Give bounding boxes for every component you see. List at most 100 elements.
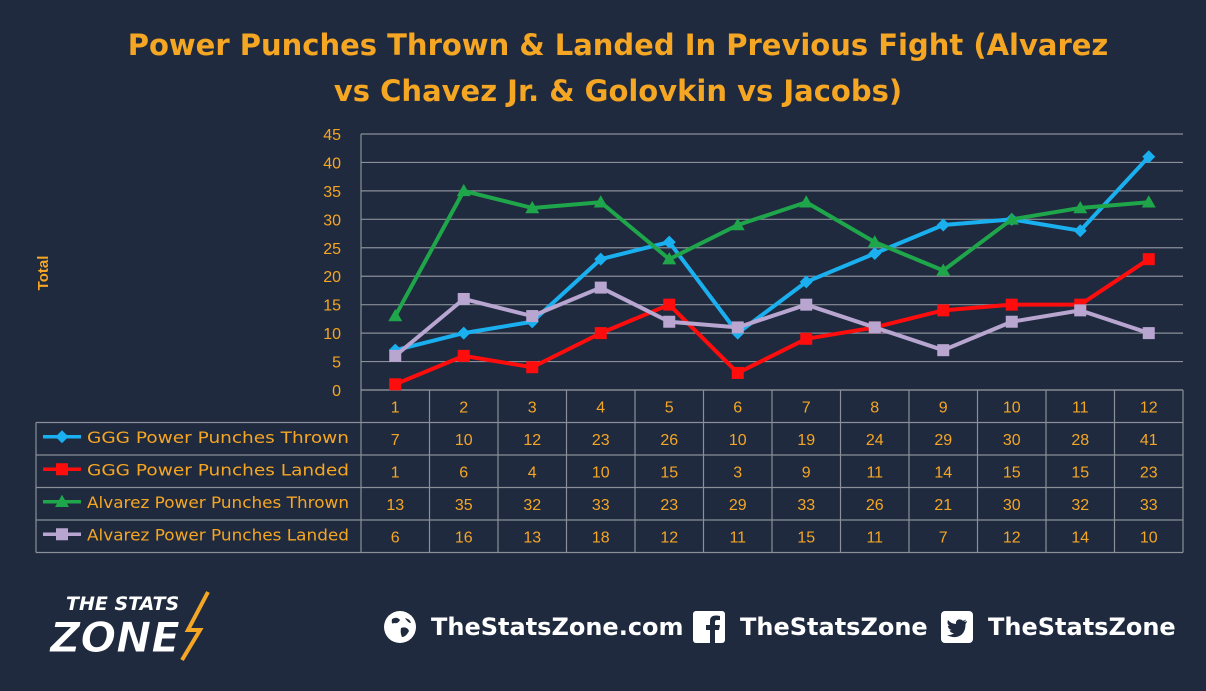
x-tick-label: 5 bbox=[665, 399, 674, 416]
series-line bbox=[393, 188, 1149, 318]
data-point bbox=[1142, 327, 1155, 340]
x-tick-label: 4 bbox=[596, 399, 605, 416]
legend-key-marker bbox=[55, 430, 69, 444]
table-cell-value: 26 bbox=[660, 432, 678, 449]
data-point bbox=[526, 310, 539, 323]
x-tick-label: 12 bbox=[1140, 399, 1158, 416]
data-point bbox=[1073, 224, 1087, 238]
data-point bbox=[730, 218, 745, 231]
data-point bbox=[867, 235, 882, 248]
table-cell-value: 14 bbox=[934, 464, 952, 481]
data-point bbox=[663, 298, 676, 311]
table-cell-value: 41 bbox=[1140, 432, 1158, 449]
series-line bbox=[394, 155, 1151, 353]
table-cell-value: 26 bbox=[866, 497, 884, 514]
x-tick-label: 3 bbox=[528, 399, 537, 416]
data-point bbox=[594, 327, 607, 340]
table-cell-value: 33 bbox=[1140, 497, 1158, 514]
y-tick-label: 15 bbox=[323, 298, 341, 315]
data-point bbox=[1142, 150, 1156, 164]
stats-zone-logo: THE STATS ZONE bbox=[48, 590, 258, 663]
footer-twitter[interactable]: TheStatsZone bbox=[940, 608, 1176, 646]
y-tick-label: 10 bbox=[323, 326, 341, 343]
data-point bbox=[731, 321, 744, 334]
table-cell-value: 10 bbox=[592, 464, 610, 481]
data-point bbox=[800, 298, 813, 311]
data-point bbox=[937, 344, 950, 357]
table-cell-value: 32 bbox=[1071, 497, 1089, 514]
chart-title-line-1: Power Punches Thrown & Landed In Previou… bbox=[127, 28, 1109, 62]
data-point bbox=[389, 349, 402, 362]
x-tick-label: 11 bbox=[1072, 399, 1089, 416]
table-cell-value: 15 bbox=[797, 529, 815, 546]
table-cell-value: 12 bbox=[523, 432, 541, 449]
legend-entry: Alvarez Power Punches Thrown bbox=[87, 493, 349, 512]
data-point bbox=[731, 366, 744, 379]
legend-key-marker bbox=[56, 463, 68, 476]
y-tick-label: 35 bbox=[323, 184, 341, 201]
footer-facebook-label: TheStatsZone bbox=[740, 613, 928, 641]
data-point bbox=[662, 252, 677, 265]
table-cell-value: 30 bbox=[1003, 497, 1021, 514]
data-point bbox=[526, 361, 539, 374]
x-tick-label: 1 bbox=[391, 399, 400, 416]
data-point bbox=[1073, 200, 1088, 214]
data-point bbox=[936, 218, 950, 232]
table-cell-value: 35 bbox=[455, 497, 473, 514]
footer-twitter-label: TheStatsZone bbox=[988, 613, 1176, 641]
table-cell-value: 12 bbox=[1003, 529, 1021, 546]
table-cell-value: 10 bbox=[455, 432, 473, 449]
table-cell-value: 23 bbox=[660, 497, 678, 514]
y-tick-label: 20 bbox=[323, 269, 341, 286]
series-line bbox=[393, 285, 1150, 358]
data-point bbox=[457, 326, 471, 340]
table-cell-value: 15 bbox=[1003, 464, 1021, 481]
data-point bbox=[593, 195, 608, 208]
x-tick-label: 10 bbox=[1003, 399, 1021, 416]
data-point bbox=[936, 263, 951, 276]
y-tick-label: 5 bbox=[332, 355, 341, 372]
footer-website-label: TheStatsZone.com bbox=[431, 613, 684, 641]
data-point bbox=[868, 246, 882, 260]
table-cell-value: 14 bbox=[1071, 529, 1089, 546]
facebook-icon bbox=[692, 610, 726, 644]
table-cell-value: 7 bbox=[391, 432, 400, 449]
y-tick-label: 25 bbox=[323, 241, 341, 258]
twitter-icon bbox=[940, 610, 974, 644]
table-cell-value: 30 bbox=[1003, 432, 1021, 449]
data-point bbox=[868, 321, 881, 334]
table-cell-value: 33 bbox=[797, 497, 815, 514]
logo-line-2: ZONE bbox=[48, 613, 180, 662]
table-cell-value: 6 bbox=[391, 529, 400, 546]
data-point bbox=[389, 378, 402, 391]
legend-entry: GGG Power Punches Landed bbox=[87, 460, 349, 479]
data-point bbox=[1074, 304, 1087, 317]
table-cell-value: 24 bbox=[866, 432, 884, 449]
table-cell-value: 11 bbox=[866, 529, 883, 546]
legend-entry: Alvarez Power Punches Landed bbox=[87, 525, 349, 544]
table-cell-value: 9 bbox=[802, 464, 811, 481]
table-cell-value: 32 bbox=[523, 497, 541, 514]
data-point bbox=[594, 281, 607, 294]
data-point bbox=[663, 315, 676, 328]
footer-facebook[interactable]: TheStatsZone bbox=[692, 608, 928, 646]
y-tick-label: 0 bbox=[332, 383, 341, 400]
table-cell-value: 18 bbox=[592, 529, 610, 546]
data-point bbox=[457, 349, 470, 362]
chart-title-line-2: vs Chavez Jr. & Golovkin vs Jacobs) bbox=[333, 74, 903, 108]
data-point bbox=[1142, 253, 1155, 266]
data-point bbox=[388, 309, 403, 322]
table-cell-value: 7 bbox=[939, 529, 948, 546]
data-point bbox=[662, 235, 676, 249]
footer-website[interactable]: TheStatsZone.com bbox=[383, 608, 684, 646]
logo-bolt-icon bbox=[180, 591, 210, 662]
table-cell-value: 15 bbox=[660, 464, 678, 481]
legend-key-marker bbox=[56, 528, 68, 541]
data-point bbox=[1005, 298, 1018, 311]
data-point bbox=[799, 275, 813, 289]
data-point bbox=[1005, 315, 1018, 328]
data-point bbox=[1004, 212, 1019, 225]
table-cell-value: 13 bbox=[386, 497, 404, 514]
table-cell-value: 12 bbox=[660, 529, 678, 546]
